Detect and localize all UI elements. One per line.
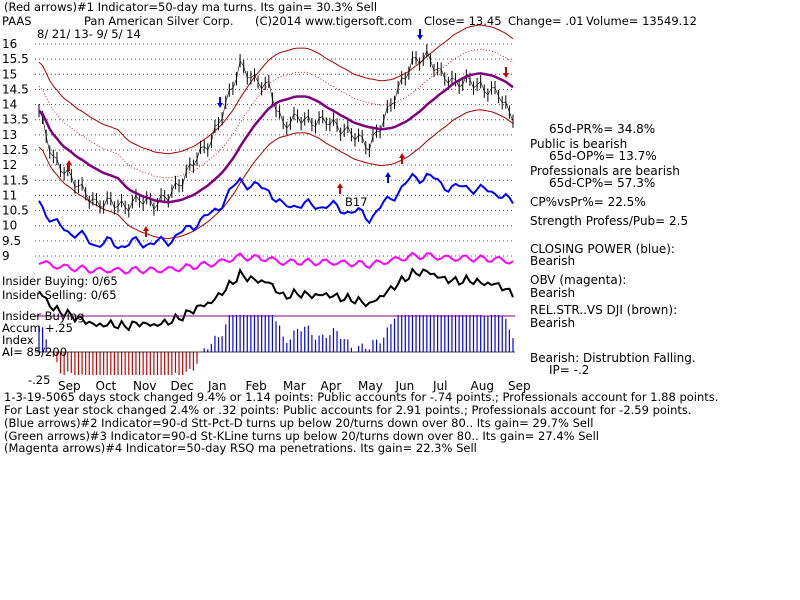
insider-selling: Insider Selling: 0/65 <box>2 288 117 302</box>
x-month-label: Jun <box>395 379 415 393</box>
y-tick-label: 15 <box>2 67 17 81</box>
up-arrow-icon <box>143 226 149 237</box>
b17-annotation: B17 <box>345 195 368 209</box>
accum-negative: -.25 <box>28 373 51 387</box>
x-month-label: May <box>358 379 383 393</box>
y-tick-label: 15.5 <box>2 52 29 66</box>
copyright: (C)2014 www.tigersoft.com <box>255 14 413 28</box>
x-month-label: Sep <box>508 379 531 393</box>
x-month-label: Sep <box>58 379 81 393</box>
y-tick-label: 14.5 <box>2 82 29 96</box>
relative-strength-line <box>38 267 514 332</box>
moving-average-line <box>38 72 514 204</box>
insider-buying: Insider Buying: 0/65 <box>2 274 118 288</box>
cp-label: 65d-CP%= 57.3% <box>549 176 656 190</box>
insider-buying-2: Insider Buying <box>2 309 85 323</box>
upper-band <box>38 24 514 155</box>
professionals-label: Professionals are bearish <box>530 164 680 178</box>
ai-label: AI= 85/200 <box>2 345 68 359</box>
distribution-label: Bearish: Distrubtion Falling. <box>530 351 696 365</box>
op-label: 65d-OP%= 13.7% <box>549 149 657 163</box>
x-month-label: Nov <box>133 379 156 393</box>
up-arrow-icon <box>66 160 72 171</box>
close-price: Close= 13.45 <box>424 14 502 28</box>
footer-line-1: 1-3-19-5065 days stock changed 9.4% or 1… <box>4 390 719 404</box>
obv-line <box>38 251 514 275</box>
indicator-lines <box>35 44 515 332</box>
pr-label: 65d-PR%= 34.8% <box>549 122 656 136</box>
price-bars <box>38 44 514 218</box>
y-tick-label: 12 <box>2 158 17 172</box>
x-month-label: Dec <box>171 379 194 393</box>
x-month-label: Jul <box>432 379 447 393</box>
x-month-label: Jan <box>207 379 227 393</box>
down-arrow-icon <box>417 29 423 40</box>
obv-value: Bearish <box>530 286 576 300</box>
ip-label: IP= -.2 <box>549 363 590 377</box>
y-tick-label: 9.5 <box>2 234 21 248</box>
y-tick-label: 13.5 <box>2 113 29 127</box>
obv-label: OBV (magenta): <box>530 273 627 287</box>
signal-arrows <box>66 29 509 237</box>
accum-label: Accum <box>2 321 41 335</box>
x-month-label: Oct <box>96 379 117 393</box>
public-label: Public is bearish <box>530 137 628 151</box>
y-tick-label: 14 <box>2 98 17 112</box>
relstr-value: Bearish <box>530 316 576 330</box>
up-arrow-icon <box>337 183 343 194</box>
accum-positive: +.25 <box>45 321 73 335</box>
relstr-label: REL.STR..VS DJI (brown): <box>530 303 678 317</box>
footer-line-2: For Last year stock changed 2.4% or .32 … <box>4 403 692 417</box>
down-arrow-icon <box>217 97 223 108</box>
price-grid <box>35 43 515 257</box>
accum-index-bars <box>35 315 515 375</box>
up-arrow-icon <box>385 172 391 183</box>
strength-label: Strength Profess/Pub= 2.5 <box>530 214 689 228</box>
ticker-symbol: PAAS <box>2 14 32 28</box>
x-month-label: Aug <box>471 379 494 393</box>
trading-bands <box>38 24 514 240</box>
date-range: 8/ 21/ 13- 9/ 5/ 14 <box>37 27 141 41</box>
company-name: Pan American Silver Corp. <box>84 14 234 28</box>
cpvspr-label: CP%vsPr%= 22.5% <box>530 195 646 209</box>
y-tick-label: 12.5 <box>2 143 29 157</box>
closing-power-label: CLOSING POWER (blue): <box>530 242 675 256</box>
x-month-label: Feb <box>246 379 267 393</box>
index-label: Index <box>2 333 34 347</box>
footer-line-5: (Magenta arrows)#4 Indicator=50-day RSQ … <box>4 441 477 455</box>
header-indicator-line: (Red arrows)#1 Indicator=50-day ma turns… <box>4 0 378 14</box>
price-line <box>38 49 514 212</box>
down-arrow-icon <box>503 67 509 78</box>
change-value: Change= .01 <box>508 14 584 28</box>
closing-power-line <box>38 172 514 250</box>
lower-band <box>38 109 514 240</box>
x-month-label: Mar <box>283 379 306 393</box>
footer-line-3: (Blue arrows)#2 Indicator=90-d Stt-Pct-D… <box>4 416 594 430</box>
y-tick-label: 10 <box>2 219 17 233</box>
x-month-labels: Sep Oct Nov Dec Jan Feb Mar Apr May Jun Jul Aug Sep <box>58 379 531 393</box>
closing-power-value: Bearish <box>530 254 576 268</box>
up-arrow-icon <box>399 153 405 164</box>
y-tick-label: 10.5 <box>2 204 29 218</box>
x-month-label: Apr <box>321 379 342 393</box>
footer-line-4: (Green arrows)#3 Indicator=90-d St-KLine… <box>4 429 600 443</box>
y-tick-label: 9 <box>2 249 10 263</box>
y-tick-label: 13 <box>2 128 17 142</box>
y-tick-label: 11.5 <box>2 173 29 187</box>
y-tick-label: 11 <box>2 188 17 202</box>
y-tick-label: 16 <box>2 37 17 51</box>
volume-value: Volume= 13549.12 <box>586 14 697 28</box>
